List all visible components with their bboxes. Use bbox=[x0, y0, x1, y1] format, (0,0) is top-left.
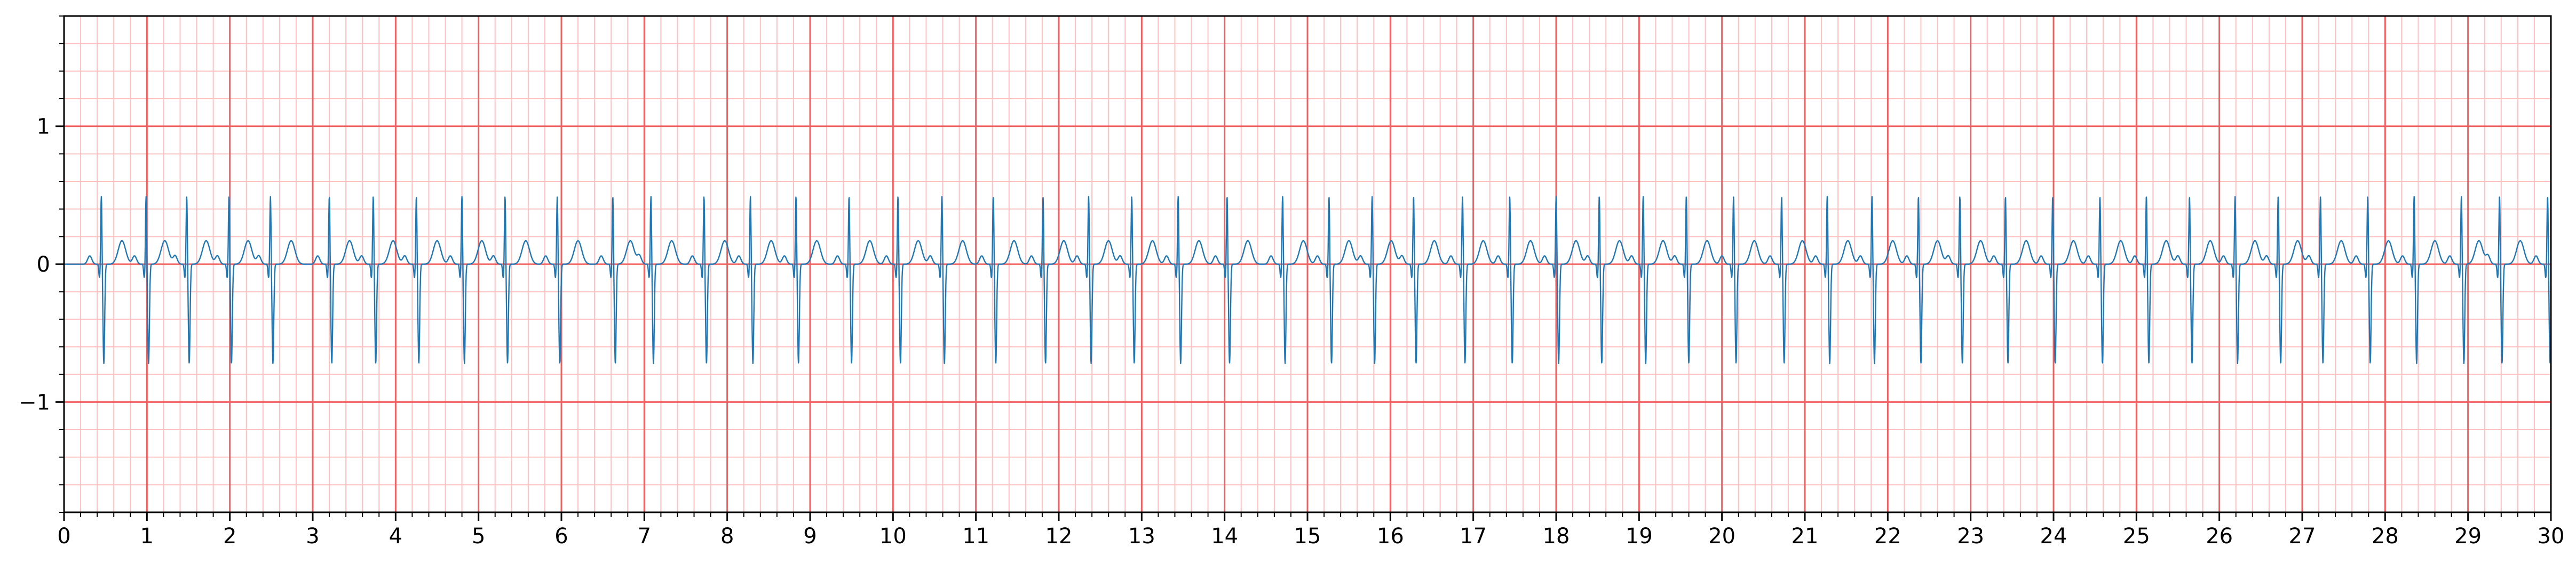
x-tick-label: 2 bbox=[223, 524, 236, 549]
x-tick-label: 14 bbox=[1211, 524, 1238, 549]
x-tick-label: 28 bbox=[2372, 524, 2399, 549]
x-tick-label: 5 bbox=[472, 524, 485, 549]
y-tick-label: −1 bbox=[19, 390, 50, 415]
x-tick-label: 22 bbox=[1874, 524, 1901, 549]
x-tick-label: 23 bbox=[1957, 524, 1984, 549]
trace-layer bbox=[64, 196, 2552, 364]
x-tick-label: 0 bbox=[57, 524, 70, 549]
y-tick-label: 0 bbox=[37, 252, 50, 277]
x-tick-label: 10 bbox=[879, 524, 907, 549]
x-tick-label: 9 bbox=[803, 524, 817, 549]
x-tick-label: 4 bbox=[389, 524, 402, 549]
x-axis: 0 1 2 3 4 5 6 7 8 9 10 11 12 13 14 15 16 17 18 19 20 21 22 23 24… bbox=[57, 512, 2564, 549]
x-tick-label: 30 bbox=[2538, 524, 2565, 549]
x-tick-label: 15 bbox=[1294, 524, 1321, 549]
x-tick-label: 16 bbox=[1377, 524, 1404, 549]
y-tick-label: 1 bbox=[37, 115, 50, 139]
x-tick-label: 29 bbox=[2454, 524, 2482, 549]
x-tick-label: 13 bbox=[1128, 524, 1155, 549]
x-tick-label: 26 bbox=[2206, 524, 2233, 549]
x-tick-label: 21 bbox=[1792, 524, 1819, 549]
x-tick-label: 6 bbox=[554, 524, 568, 549]
x-tick-label: 1 bbox=[140, 524, 154, 549]
x-tick-label: 25 bbox=[2123, 524, 2150, 549]
x-tick-label: 11 bbox=[962, 524, 989, 549]
ecg-trace-line bbox=[64, 196, 2552, 364]
x-tick-label: 17 bbox=[1460, 524, 1487, 549]
x-tick-label: 18 bbox=[1543, 524, 1570, 549]
x-tick-label: 3 bbox=[306, 524, 319, 549]
y-axis: −1 0 1 bbox=[19, 15, 64, 513]
x-tick-label: 7 bbox=[638, 524, 651, 549]
x-tick-label: 20 bbox=[1708, 524, 1735, 549]
x-tick-label: 19 bbox=[1626, 524, 1653, 549]
x-tick-label: 27 bbox=[2289, 524, 2316, 549]
x-tick-label: 12 bbox=[1045, 524, 1073, 549]
x-tick-label: 24 bbox=[2040, 524, 2067, 549]
x-tick-label: 8 bbox=[720, 524, 734, 549]
